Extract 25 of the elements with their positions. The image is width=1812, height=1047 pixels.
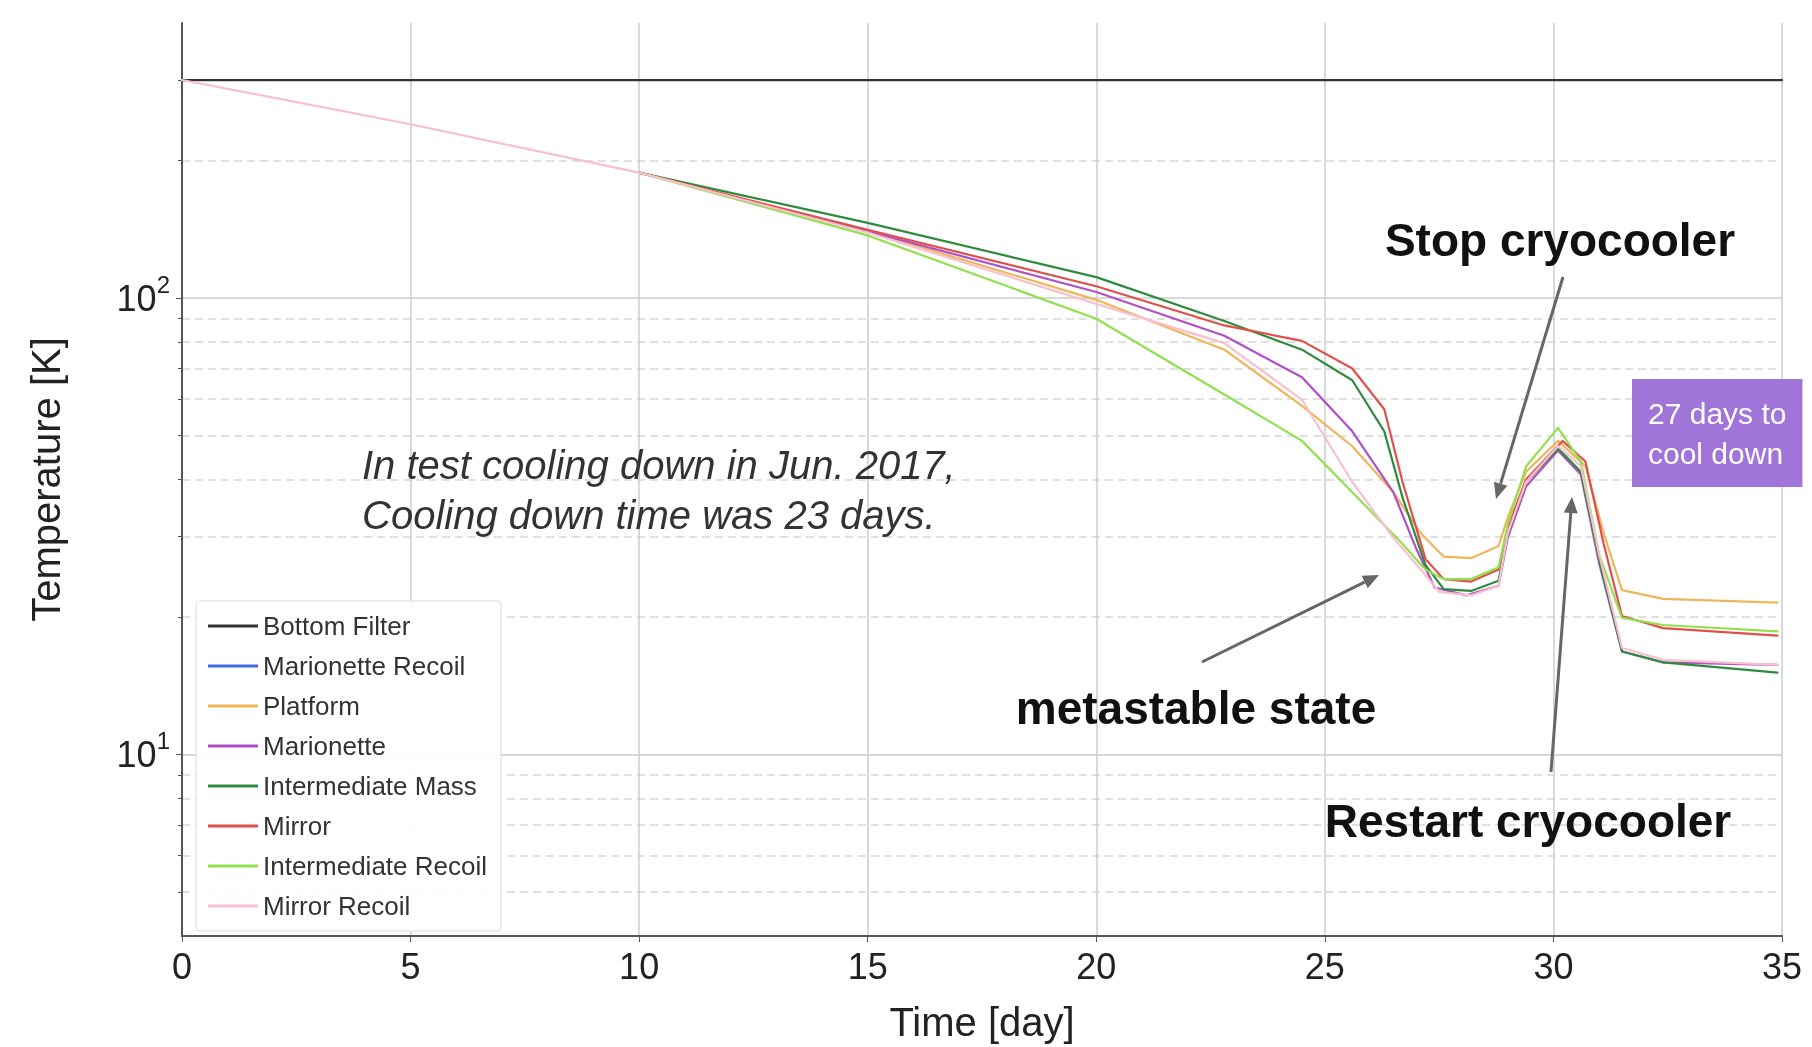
legend-label: Mirror xyxy=(263,811,332,841)
annotation: In test cooling down in Jun. 2017, Cooling down time was 23 days. xyxy=(362,443,956,537)
legend-label: Platform xyxy=(263,691,360,721)
legend-label: Marionette Recoil xyxy=(263,651,466,681)
legend-label: Intermediate Recoil xyxy=(263,851,487,881)
legend-label: Bottom Filter xyxy=(263,611,411,641)
y-tick-label: 10$^{2}$ xyxy=(116,270,170,319)
annotation: 27 days to cool down xyxy=(1648,396,1787,470)
annotation: Stop cryocooler xyxy=(1384,214,1736,266)
x-tick-label: 0 xyxy=(171,945,193,987)
x-tick-label: 20 xyxy=(1076,945,1117,987)
y-axis-title: Temperature [K] xyxy=(24,337,68,622)
annotation: Restart cryocooler xyxy=(1324,795,1732,847)
x-tick-label: 10 xyxy=(619,945,660,987)
legend-label: Intermediate Mass xyxy=(263,771,477,801)
x-tick-label: 30 xyxy=(1533,945,1574,987)
x-tick-label: 15 xyxy=(847,945,888,987)
legend-label: Mirror Recoil xyxy=(263,891,411,921)
x-tick-label: 5 xyxy=(400,945,421,987)
annotation: metastable state xyxy=(1015,682,1377,734)
x-tick-label: 35 xyxy=(1761,945,1803,987)
legend-label: Marionette xyxy=(263,731,386,761)
x-axis-title: Time [day] xyxy=(889,1000,1075,1044)
x-tick-label: 25 xyxy=(1304,945,1345,987)
y-tick-label: 10$^{1}$ xyxy=(116,727,170,775)
